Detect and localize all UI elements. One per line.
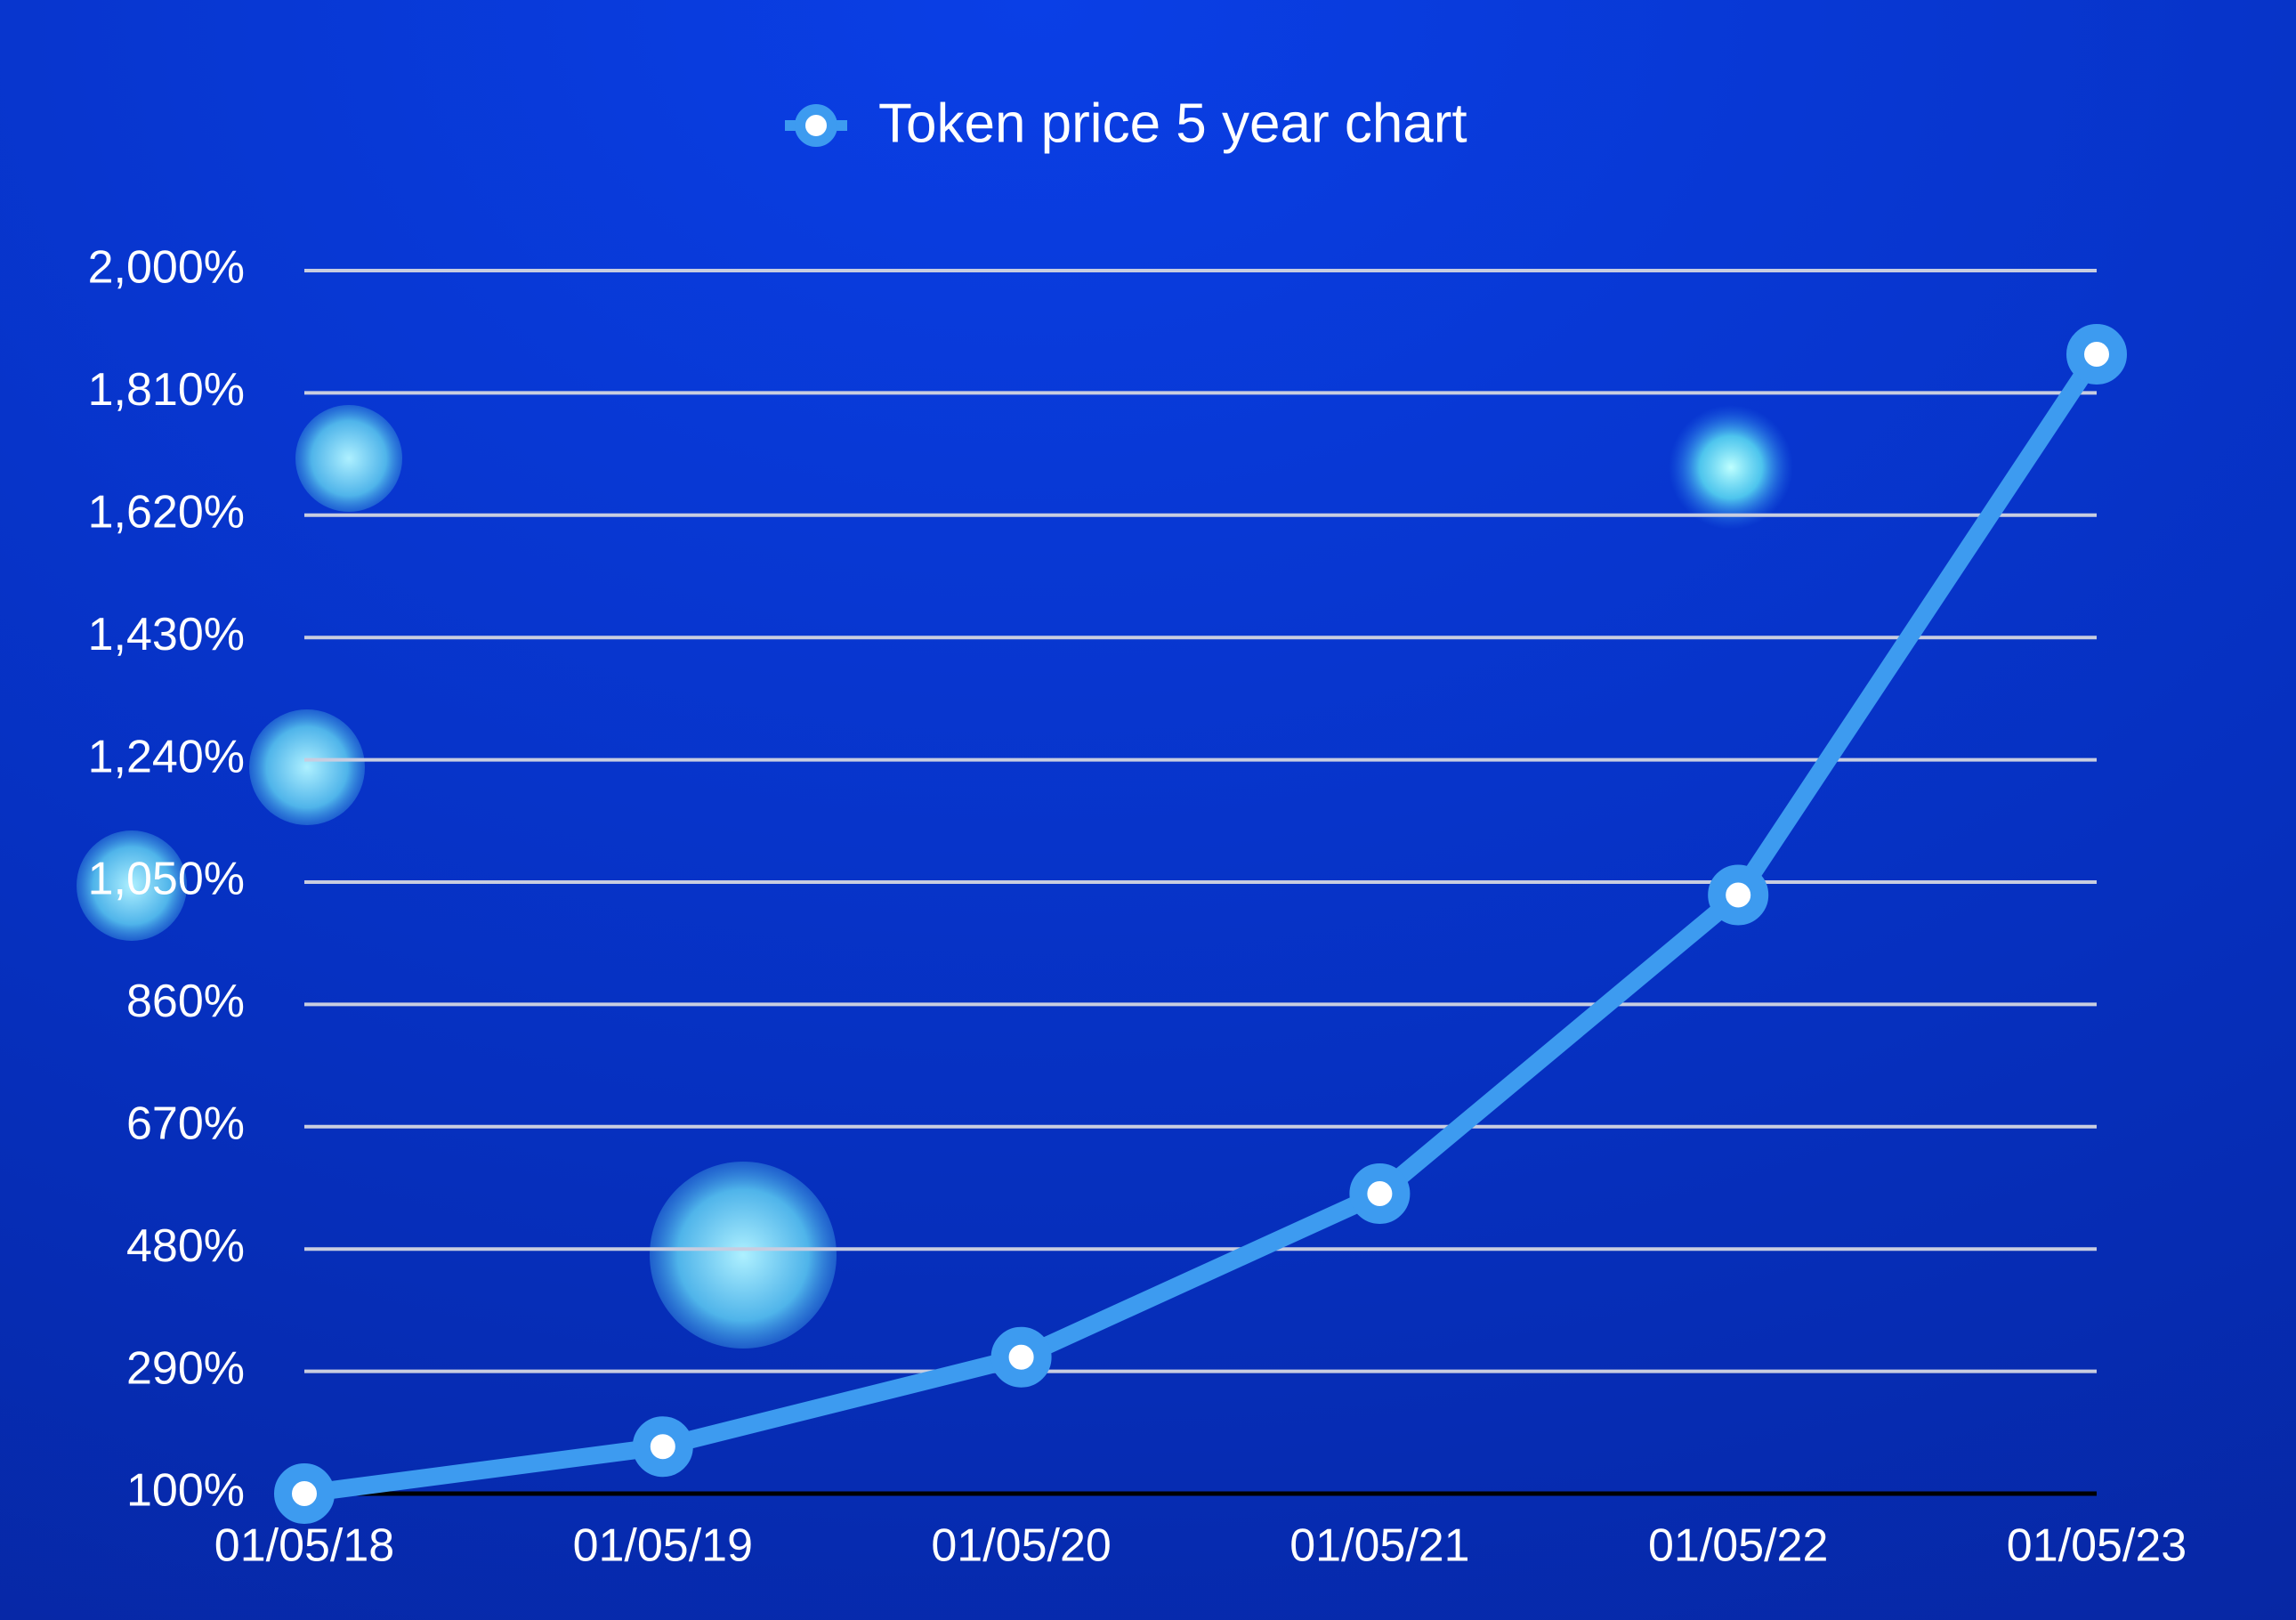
bubble: [295, 405, 402, 512]
y-tick-label: 1,240%: [88, 731, 245, 782]
y-tick-label: 860%: [126, 976, 245, 1027]
x-tick-label: 01/05/22: [1648, 1520, 1828, 1572]
y-tick-label: 670%: [126, 1098, 245, 1150]
point: [990, 1326, 1052, 1388]
plot: 100% 290% 480% 670% 860% 1,050% 1,240% 1,430% 1,…: [88, 93, 2187, 1571]
y-tick-label: 1,430%: [88, 609, 245, 660]
point: [1349, 1163, 1411, 1225]
x-tick-label: 01/05/19: [573, 1520, 753, 1572]
y-tick-label: 1,050%: [88, 854, 245, 905]
point: [2066, 324, 2127, 385]
bubble: [650, 1162, 837, 1349]
bubble: [77, 830, 187, 941]
x-tick-label: 01/05/23: [2007, 1520, 2187, 1572]
decoration: [77, 405, 1793, 1349]
point: [632, 1416, 693, 1478]
legend-marker: [795, 104, 837, 147]
legend-label: Token price 5 year chart: [878, 93, 1467, 154]
y-tick-label: 1,620%: [88, 487, 245, 539]
x-tick-label: 01/05/20: [931, 1520, 1111, 1572]
bubble: [249, 709, 365, 825]
line: [303, 349, 2105, 1503]
y-tick-label: 480%: [126, 1220, 245, 1272]
y-tick-label: 290%: [126, 1342, 245, 1394]
x-tick-label: 01/05/18: [214, 1520, 394, 1572]
y-tick-label: 1,810%: [88, 364, 245, 416]
point: [1708, 864, 1769, 926]
y-tick-label: 100%: [126, 1465, 245, 1517]
y-tick-label: 2,000%: [88, 242, 245, 294]
x-tick-label: 01/05/21: [1289, 1520, 1469, 1572]
point: [274, 1463, 335, 1524]
glow: [1669, 405, 1793, 530]
